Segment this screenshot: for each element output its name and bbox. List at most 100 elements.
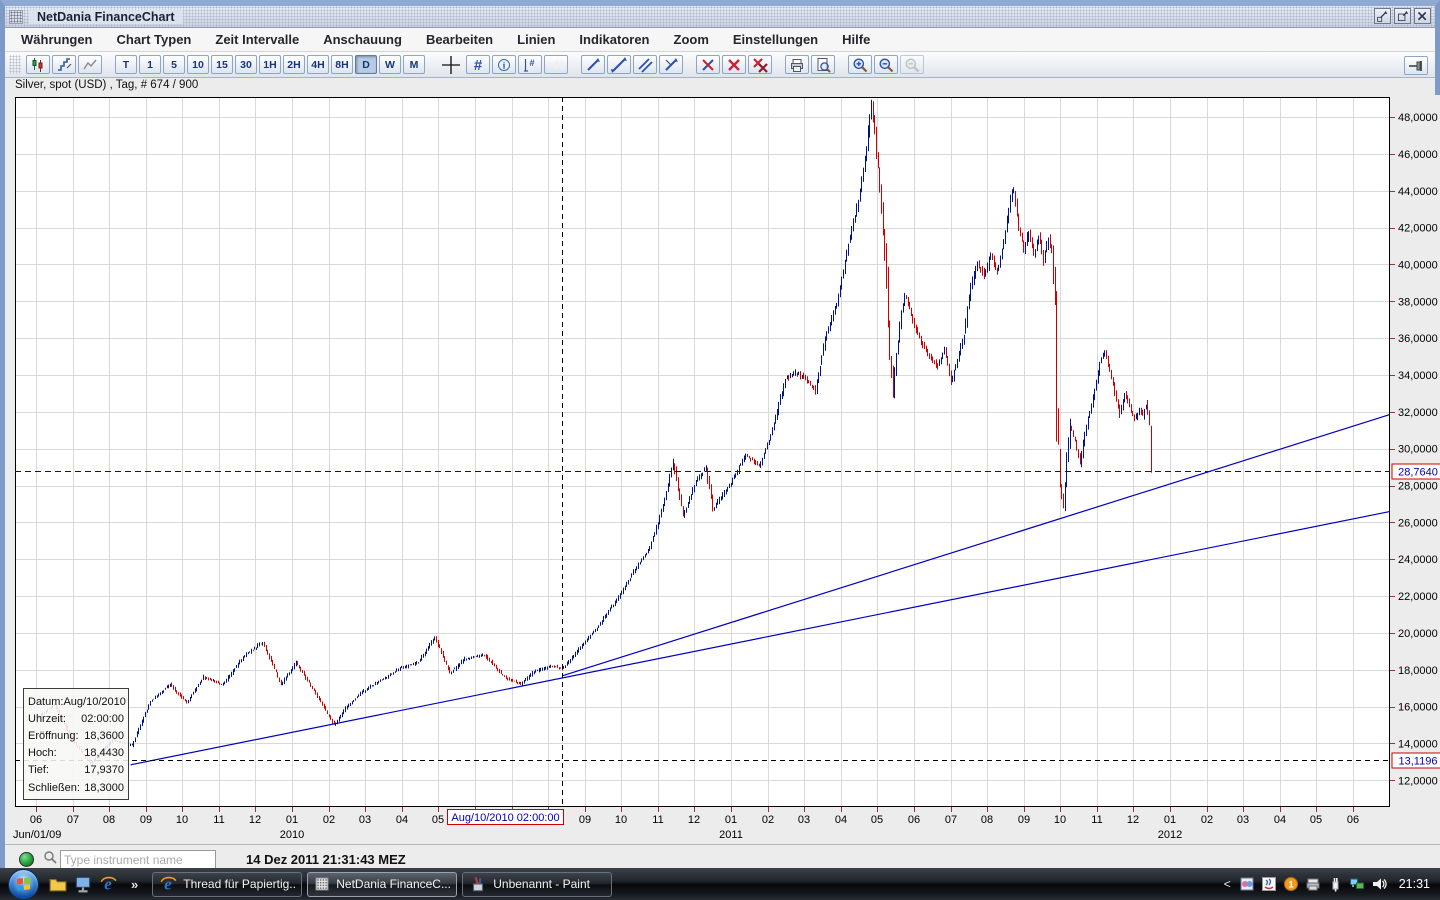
interval-1-button[interactable]: 1 [139,55,161,74]
restore-button[interactable] [1394,8,1411,24]
quicklaunch-folder-icon[interactable] [49,875,67,893]
candlestick-chart-button[interactable] [26,55,50,74]
svg-text:11: 11 [1091,814,1102,826]
menu-bar: Währungen Chart Typen Zeit Intervalle Ansch… [5,28,1435,52]
interval-10-button[interactable]: 10 [187,55,209,74]
volume-icon[interactable] [1371,876,1387,892]
svg-text:06: 06 [1347,814,1359,826]
trend1-icon [585,57,601,73]
volume-button[interactable] [544,55,568,74]
svg-text:26,0000: 26,0000 [1398,517,1438,529]
instrument-label: Silver, spot (USD) , Tag, # 674 / 900 [5,78,1435,93]
interval-8H-button[interactable]: 8H [331,55,353,74]
tooltip-row: Tief: 17,9370 [28,764,124,777]
toolbar-drag-handle[interactable] [9,55,21,74]
trendline-button[interactable] [581,55,605,74]
printer-tray-icon[interactable] [1305,876,1321,892]
menu-hilfe[interactable]: Hilfe [842,32,871,47]
menu-chart-typen[interactable]: Chart Typen [116,32,192,47]
grid-button[interactable]: # [466,55,490,74]
task-label: NetDania FinanceC... [336,877,451,891]
svg-text:e: e [164,875,172,893]
task-label: Thread für Papiertig... [183,877,296,891]
trendline-extended-button[interactable] [607,55,631,74]
interval-T-button[interactable]: T [115,55,137,74]
toolbar: T 1 5 10 15 30 1H 2H 4H 8H D W M # i # [5,52,1435,78]
power-icon[interactable] [1327,876,1343,892]
app-icon [9,9,23,24]
interval-5-button[interactable]: 5 [163,55,185,74]
menu-linien[interactable]: Linien [517,32,556,47]
svg-text:18,0000: 18,0000 [1398,665,1438,677]
messenger-icon[interactable] [1239,876,1255,892]
tooltip-row: Schließen: 18,3000 [28,781,124,794]
close-button[interactable] [1414,8,1431,24]
java-icon[interactable] [1261,876,1277,892]
ray-button[interactable] [659,55,683,74]
print-button[interactable] [785,55,809,74]
zoom-in-button[interactable] [848,55,872,74]
tooltip-row: Hoch: 18,4430 [28,747,124,760]
update-badge-icon[interactable]: 1 [1283,876,1299,892]
menu-zeit-intervalle[interactable]: Zeit Intervalle [215,32,300,47]
chart-area[interactable]: 12,0000 14,0000 16,0000 18,0000 20,0000 22,00… [5,95,1440,844]
crosshair-button[interactable] [438,55,464,74]
menu-w-hrungen[interactable]: Währungen [21,32,93,47]
menu-bearbeiten[interactable]: Bearbeiten [425,32,494,47]
line-chart-button[interactable] [78,55,102,74]
window-title: NetDania FinanceChart [29,9,183,24]
menu-anschauung[interactable]: Anschauung [323,32,402,47]
svg-text:09: 09 [140,814,152,826]
quicklaunch-desktop-icon[interactable] [74,875,92,893]
menu-indikatoren[interactable]: Indikatoren [579,32,650,47]
delete-line-button[interactable] [696,55,720,74]
info-button[interactable]: i [492,55,516,74]
pin-toolbar-button[interactable] [1404,56,1428,75]
bar-count-button[interactable]: # [518,55,542,74]
svg-text:46,0000: 46,0000 [1398,149,1438,161]
task-button[interactable]: Unbenannt - Paint [462,871,613,897]
volume-icon [548,57,564,73]
start-button[interactable] [8,868,39,900]
svg-text:11: 11 [213,814,224,826]
menu-einstellungen[interactable]: Einstellungen [732,32,819,47]
svg-text:12,0000: 12,0000 [1398,775,1438,787]
interval-W-button[interactable]: W [379,55,401,74]
svg-text:28,7640: 28,7640 [1398,467,1438,479]
tray-expand-chevron[interactable]: < [1223,877,1231,891]
zoom-out-button[interactable] [874,55,898,74]
ohlc-chart-button[interactable] [52,55,76,74]
zoom-out-icon [878,57,894,73]
svg-text:03: 03 [1237,814,1249,826]
svg-text:16,0000: 16,0000 [1398,702,1438,714]
interval-1H-button[interactable]: 1H [259,55,281,74]
interval-30-button[interactable]: 30 [235,55,257,74]
svg-text:03: 03 [359,814,371,826]
interval-2H-button[interactable]: 2H [283,55,305,74]
minimize-button[interactable] [1374,8,1391,24]
last-price-marker: 28,7640 [1391,463,1440,480]
connection-status-icon [19,852,34,867]
quicklaunch-overflow-chevron[interactable]: » [131,876,139,892]
delete-all-button[interactable] [748,55,772,74]
interval-4H-button[interactable]: 4H [307,55,329,74]
channel-button[interactable] [633,55,657,74]
menu-zoom[interactable]: Zoom [673,32,709,47]
price-chart[interactable]: 12,0000 14,0000 16,0000 18,0000 20,0000 22,00… [5,95,1440,844]
title-bar[interactable]: NetDania FinanceChart [5,6,1435,28]
quicklaunch-ie-icon[interactable]: e [99,875,117,893]
svg-text:40,0000: 40,0000 [1398,260,1438,272]
interval-M-button[interactable]: M [403,55,425,74]
task-button[interactable]: e Thread für Papiertig... [152,871,303,897]
instrument-search-input[interactable] [60,850,216,869]
interval-15-button[interactable]: 15 [211,55,233,74]
interval-D-button[interactable]: D [355,55,377,74]
trend3-icon [637,57,653,73]
network-icon[interactable] [1349,876,1365,892]
task-button[interactable]: NetDania FinanceC... [307,871,458,897]
server-timestamp: 14 Dez 2011 21:31:43 MEZ [246,852,406,867]
print-preview-button[interactable] [811,55,835,74]
candlestick-icon [30,57,46,73]
delete-button[interactable] [722,55,746,74]
svg-text:i: i [503,60,506,70]
